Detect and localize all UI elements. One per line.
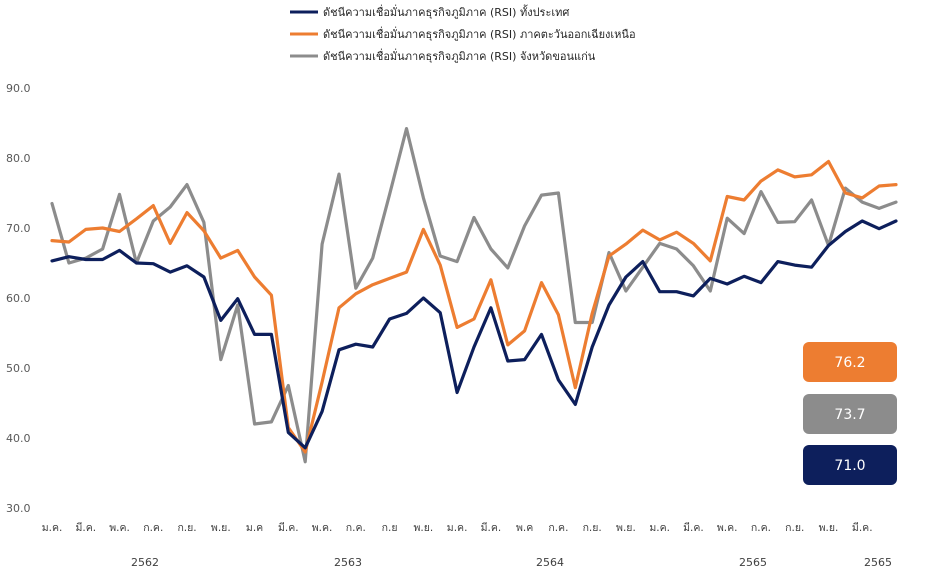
year-label: 2564 (536, 556, 564, 569)
x-tick-label: ม.ค (246, 522, 263, 534)
x-tick-label: ก.ค. (346, 522, 366, 534)
x-tick-label: พ.ค (516, 522, 533, 534)
x-tick-label: มี.ค. (481, 521, 502, 534)
end-value-badge-2 (803, 394, 897, 434)
x-tick-label: ก.ค. (548, 522, 568, 534)
end-value-badge-1 (803, 342, 897, 382)
x-tick-label: พ.ค. (109, 522, 130, 534)
x-tick-label: มี.ค. (278, 521, 299, 534)
x-tick-label: พ.ย. (819, 522, 839, 534)
y-tick-label: 90.0 (6, 82, 31, 95)
series-line-2 (50, 159, 898, 454)
y-axis: 30.0 40.0 50.0 60.0 70.0 80.0 90.0 (6, 82, 31, 515)
x-tick-label: พ.ค. (717, 522, 738, 534)
series-lines (50, 127, 898, 464)
x-tick-label: มี.ค. (75, 521, 96, 534)
x-tick-label: ก.ย (382, 522, 398, 534)
end-value-badges: 76.2 73.7 71.0 (803, 342, 897, 485)
x-tick-label: มี.ค. (683, 521, 704, 534)
y-tick-label: 50.0 (6, 362, 31, 375)
x-tick-label: พ.ย. (616, 522, 636, 534)
year-label: 2563 (334, 556, 362, 569)
x-tick-label: ก.ค. (751, 522, 771, 534)
y-tick-label: 70.0 (6, 222, 31, 235)
x-tick-label: ม.ค. (447, 522, 468, 534)
x-tick-label: ม.ค. (649, 522, 670, 534)
year-label: 2565 (739, 556, 767, 569)
y-tick-label: 80.0 (6, 152, 31, 165)
y-tick-label: 60.0 (6, 292, 31, 305)
x-tick-label: ก.ย. (785, 522, 804, 534)
legend: ดัชนีความเชื่อมั่นภาคธุรกิจภูมิภาค (RSI)… (290, 4, 636, 63)
end-value-label-3: 71.0 (834, 458, 865, 474)
x-tick-label: ก.ค. (143, 522, 163, 534)
end-value-label-2: 73.7 (834, 407, 865, 423)
legend-label-3: ดัชนีความเชื่อมั่นภาคธุรกิจภูมิภาค (RSI)… (323, 48, 596, 63)
legend-label-1: ดัชนีความเชื่อมั่นภาคธุรกิจภูมิภาค (RSI)… (323, 4, 569, 19)
x-tick-label: พ.ค. (312, 522, 333, 534)
x-axis: ม.ค. มี.ค. พ.ค. ก.ค. ก.ย. พ.ย. ม.ค มี.ค. พ.ค. ก.ค… (42, 521, 892, 569)
year-label: 2565 (864, 556, 892, 569)
y-tick-label: 30.0 (6, 502, 31, 515)
x-tick-label: พ.ย. (211, 522, 231, 534)
series-line-1 (50, 219, 898, 450)
series-line-3 (50, 127, 898, 464)
x-tick-label: ก.ย. (177, 522, 196, 534)
x-tick-label: มี.ค. (852, 521, 873, 534)
x-tick-label: พ.ย. (413, 522, 433, 534)
end-value-badge-3 (803, 445, 897, 485)
year-label: 2562 (131, 556, 159, 569)
x-tick-label: ก.ย. (583, 522, 602, 534)
x-tick-label: ม.ค. (42, 522, 63, 534)
end-value-label-1: 76.2 (834, 355, 865, 371)
y-tick-label: 40.0 (6, 432, 31, 445)
legend-label-2: ดัชนีความเชื่อมั่นภาคธุรกิจภูมิภาค (RSI)… (323, 26, 636, 41)
